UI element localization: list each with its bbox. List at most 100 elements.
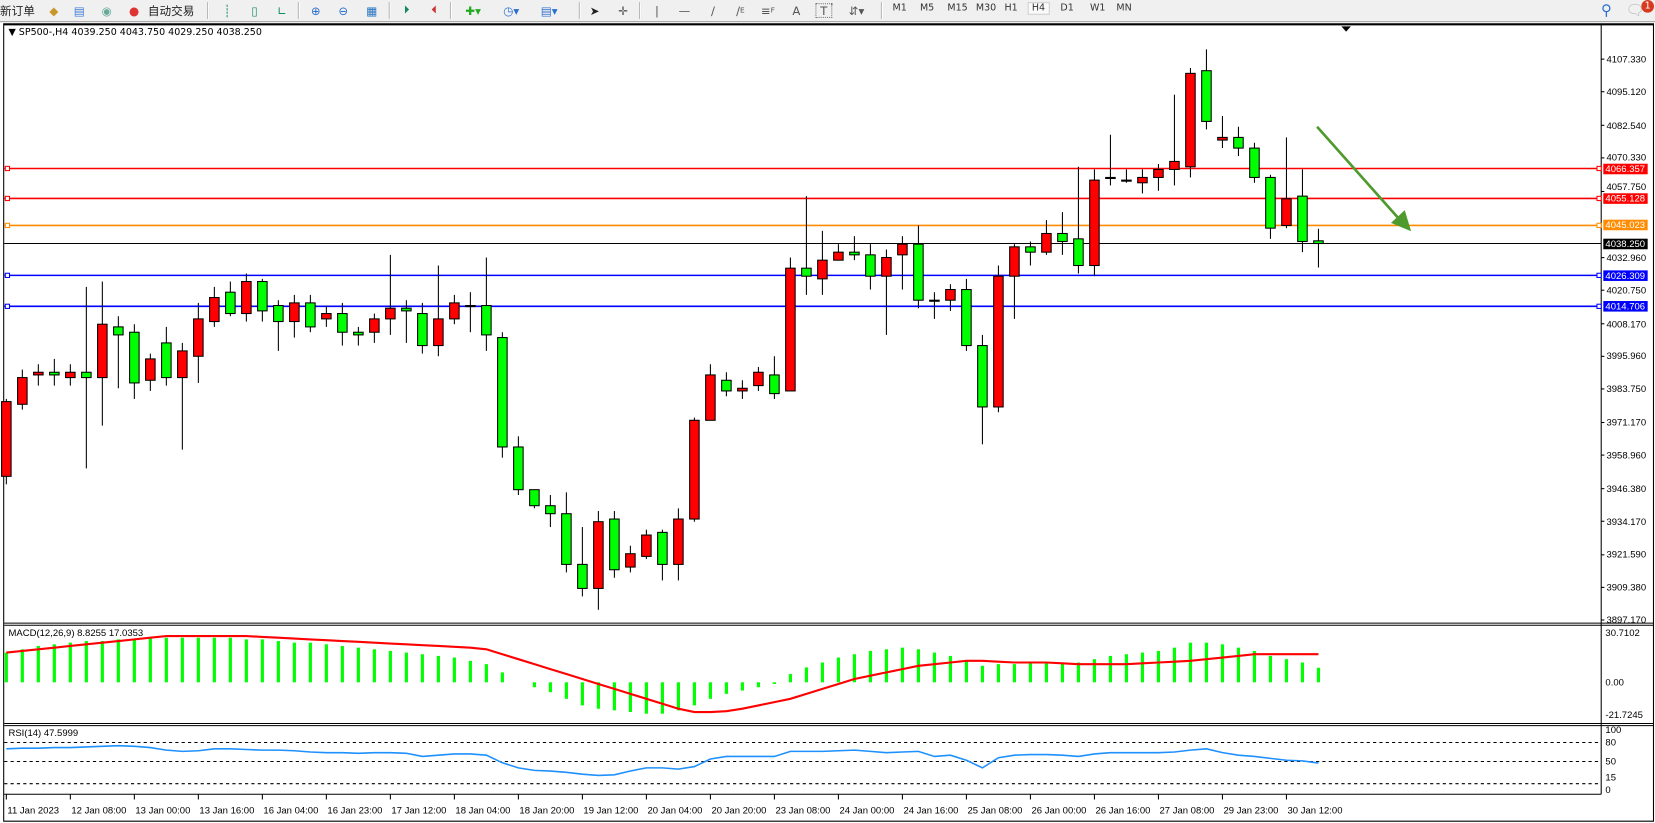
level-price-tag: 4055.128 (1603, 193, 1648, 204)
level-handle-right (1596, 303, 1602, 309)
shapes-dropdown-icon[interactable]: ⇵▾ (848, 3, 865, 18)
period-d1-button[interactable]: D1 (1060, 3, 1074, 14)
period-m1-button[interactable]: M1 (892, 3, 907, 14)
macd-histogram-bar (948, 655, 953, 683)
time-tick-label: 24 Jan 16:00 (903, 804, 959, 816)
price-tick-label: 3995.960 (1606, 351, 1647, 362)
candle-body (1185, 72, 1196, 168)
cursor-icon[interactable]: ➤ (589, 3, 600, 18)
macd-histogram-bar (980, 665, 985, 683)
line-chart-icon[interactable]: ∟ (277, 3, 287, 18)
time-tick-label: 12 Jan 08:00 (71, 804, 127, 816)
macd-histogram-bar (1188, 642, 1193, 683)
tile-windows-icon[interactable]: ▦ (366, 3, 378, 18)
bar-chart-icon[interactable]: ┊ (223, 3, 231, 18)
auto-trading-icon[interactable]: ● (129, 3, 140, 18)
level-handle-left (4, 272, 11, 279)
macd-histogram-bar (404, 652, 408, 683)
vertical-line-icon[interactable]: | (654, 3, 659, 18)
macd-histogram-bar (1124, 654, 1129, 683)
macd-histogram-bar (964, 660, 969, 683)
market-watch-icon[interactable]: ◆ (49, 3, 59, 18)
candle-body (225, 291, 236, 315)
candle-body (817, 259, 828, 280)
macd-histogram-bar (356, 647, 360, 683)
macd-histogram-bar (1076, 662, 1081, 683)
macd-histogram-bar (1092, 659, 1097, 683)
macd-histogram-bar (1108, 655, 1113, 683)
candle-body (785, 267, 796, 392)
macd-histogram-bar (548, 682, 552, 693)
period-mn-button[interactable]: MN (1116, 3, 1132, 14)
candle-body (273, 305, 284, 323)
candle-body (769, 374, 780, 395)
search-icon[interactable]: ⚲ (1601, 2, 1612, 20)
rsi-tick-label: 50 (1605, 756, 1617, 767)
candle-body (1217, 136, 1228, 141)
candle-body (97, 323, 108, 379)
macd-histogram-bar (212, 637, 216, 683)
notifications-icon[interactable]: 🗨 (1625, 2, 1645, 20)
candle-body (1089, 179, 1100, 267)
macd-histogram-bar (1140, 652, 1145, 683)
navigator-icon[interactable]: ▤ (73, 3, 85, 18)
macd-histogram-bar (228, 637, 232, 683)
period-m15-button[interactable]: M15 (947, 3, 968, 14)
period-w1-button[interactable]: W1 (1089, 3, 1106, 14)
candle-body (961, 289, 972, 347)
macd-histogram-bar (900, 647, 905, 683)
periods-dropdown-icon[interactable]: ◷▾ (503, 3, 520, 18)
time-tick-label: 24 Jan 00:00 (839, 804, 895, 816)
chart-shift-icon[interactable]: ⏴ (431, 3, 438, 17)
indicators-dropdown-icon[interactable]: ✚▾ (465, 3, 481, 18)
collapse-triangle-icon[interactable]: ▼ (8, 27, 16, 39)
candle-body (161, 342, 172, 379)
candle-body (849, 251, 860, 256)
macd-histogram-bar (692, 682, 696, 706)
signals-icon[interactable]: ◉ (101, 3, 112, 18)
time-tick-label: 13 Jan 00:00 (135, 804, 191, 816)
period-h1-button[interactable]: H1 (1004, 3, 1018, 14)
crosshair-icon[interactable]: ✛ (618, 3, 629, 18)
zoom-in-icon[interactable]: ⊕ (310, 3, 321, 18)
auto-trading-button[interactable]: 自动交易 (147, 4, 195, 18)
toolbar: 新订单 ◆ ▤ ◉ ● 自动交易 ┊ ▯ ∟ ⊕ ⊖ ▦ ⏵ ⏴ ✚▾ ◷▾ ▤… (0, 0, 1655, 23)
period-m30-button[interactable]: M30 (975, 3, 997, 14)
autoscroll-icon[interactable]: ⏵ (403, 3, 410, 17)
equidistant-channel-icon[interactable]: ∕ E (736, 3, 745, 18)
horizontal-line-icon[interactable]: — (678, 3, 691, 18)
price-tick-label: 4082.540 (1606, 120, 1647, 131)
time-tick-label: 18 Jan 04:00 (455, 804, 511, 816)
macd-histogram-bar (852, 654, 856, 683)
macd-histogram-bar (884, 649, 889, 683)
candle-body (81, 371, 92, 379)
candle-body (1233, 136, 1244, 149)
fibonacci-icon[interactable]: ≡ F (760, 3, 775, 18)
candle-body (625, 553, 636, 568)
candle-body (577, 563, 588, 589)
level-handle-left (4, 165, 11, 172)
text-label-icon[interactable]: T (815, 3, 833, 18)
trendline-icon[interactable]: ∕ (710, 3, 715, 18)
text-tool-icon[interactable]: A (792, 3, 801, 18)
candlestick-chart-icon[interactable]: ▯ (251, 3, 258, 18)
period-h4-button[interactable]: H4 (1027, 2, 1050, 15)
macd-histogram-bar (260, 639, 264, 683)
macd-histogram-bar (1012, 664, 1017, 683)
candle-body (1, 401, 12, 477)
new-order-button[interactable]: 新订单 (0, 4, 35, 18)
time-tick-label: 25 Jan 08:00 (967, 804, 1023, 816)
candle-body (1057, 232, 1068, 243)
time-tick-label: 27 Jan 08:00 (1159, 804, 1215, 816)
macd-histogram-bar (20, 649, 24, 683)
templates-dropdown-icon[interactable]: ▤▾ (540, 3, 558, 18)
macd-histogram-bar (788, 674, 792, 683)
candle-body (337, 313, 348, 333)
period-m5-button[interactable]: M5 (919, 3, 935, 14)
zoom-out-icon[interactable]: ⊖ (338, 3, 349, 18)
macd-histogram-bar (1156, 650, 1161, 683)
macd-histogram-bar (1284, 659, 1289, 683)
candle-body (353, 331, 364, 336)
macd-histogram-bar (116, 639, 120, 683)
